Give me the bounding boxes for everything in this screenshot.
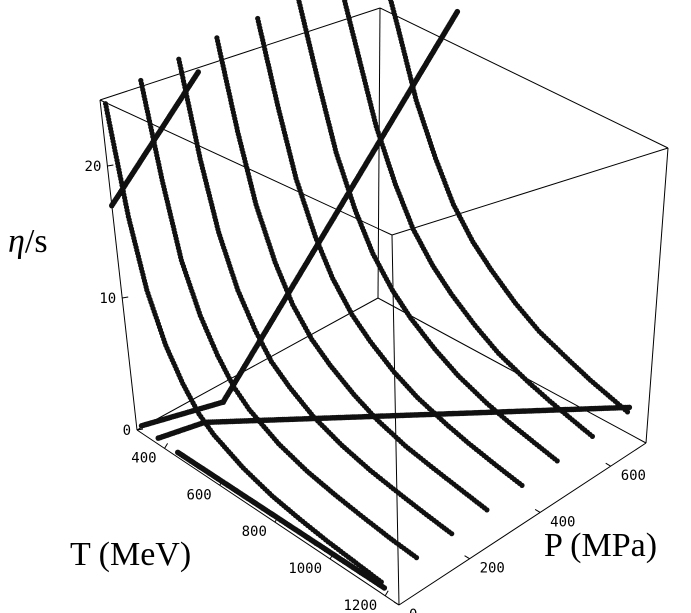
data-point — [413, 555, 420, 561]
x-tick-mark — [164, 443, 169, 449]
box-edge-bottom-back-left — [136, 297, 379, 431]
y-axis-label: P (MPa) — [544, 527, 657, 564]
box-edge-bottom-front-right — [398, 442, 647, 606]
z-axis-label-unit: /s — [25, 223, 48, 260]
box-edge-right-vertical — [645, 147, 669, 444]
y-tick-mark — [534, 508, 541, 513]
x-tick-mark — [384, 590, 389, 597]
data-point — [484, 507, 490, 513]
y-tick-mark — [464, 555, 470, 560]
box-edge-back-vertical — [377, 7, 381, 299]
data-point — [624, 409, 631, 415]
box-edge-front-top-right — [391, 147, 669, 236]
z-tick-mark — [136, 428, 144, 431]
data-point — [589, 433, 596, 439]
x-tick-label: 400 — [131, 450, 156, 466]
data-points — [102, 0, 631, 585]
box-edge-back-top-left — [99, 7, 381, 101]
data-point — [554, 458, 560, 464]
z-axis-label: η/s — [8, 223, 48, 260]
x-axis-label: T (MeV) — [70, 536, 191, 573]
box-edge-bottom-back-right — [377, 297, 647, 444]
z-tick-mark — [122, 296, 129, 299]
z-tick-label: 20 — [85, 159, 102, 175]
axis-ticks: 0 10 20 400 600 800 1000 1200 0 200 400 600 — [85, 159, 646, 613]
minimum-line-point — [454, 8, 461, 15]
box-edge-bottom-front-left — [136, 429, 400, 606]
minimum-line-point — [195, 69, 201, 75]
y-tick-mark — [605, 462, 611, 467]
minimum-line-point — [626, 404, 633, 411]
y-tick-label: 0 — [409, 607, 417, 613]
y-tick-label: 400 — [550, 514, 575, 530]
x-tick-label: 1200 — [343, 598, 377, 613]
y-tick-label: 600 — [621, 468, 646, 484]
box-edge-left-vertical — [99, 99, 138, 431]
minimum-line-point — [381, 585, 388, 591]
z-tick-label: 10 — [99, 291, 116, 307]
z-tick-label: 0 — [123, 423, 131, 439]
x-tick-label: 800 — [242, 524, 267, 540]
minimum-lines — [109, 8, 633, 591]
x-tick-label: 1000 — [288, 561, 322, 577]
data-point — [519, 482, 525, 488]
data-point — [449, 531, 455, 537]
z-tick-mark — [107, 164, 114, 167]
x-tick-label: 600 — [186, 487, 211, 503]
y-tick-label: 200 — [480, 561, 505, 577]
y-tick-mark — [393, 601, 400, 606]
z-axis-label-symbol: η — [8, 223, 25, 260]
box-edge-back-top-right — [379, 7, 669, 149]
